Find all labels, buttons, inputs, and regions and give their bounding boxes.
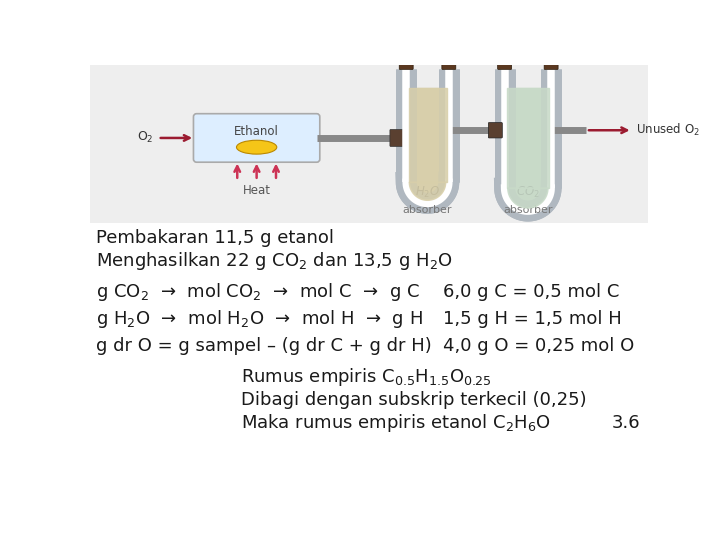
Text: absorber: absorber [402,205,452,215]
Text: O$_2$: O$_2$ [138,130,154,145]
Text: g H$_2$O  →  mol H$_2$O  →  mol H  →  g H: g H$_2$O → mol H$_2$O → mol H → g H [96,308,423,330]
FancyBboxPatch shape [194,114,320,162]
Text: H$_2$O: H$_2$O [415,185,440,200]
FancyBboxPatch shape [399,51,413,70]
Text: Rumus empiris C$_{0.5}$H$_{1.5}$O$_{0.25}$: Rumus empiris C$_{0.5}$H$_{1.5}$O$_{0.25… [241,366,492,388]
Text: Maka rumus empiris etanol C$_2$H$_6$O: Maka rumus empiris etanol C$_2$H$_6$O [241,412,552,434]
Text: 6,0 g C = 0,5 mol C: 6,0 g C = 0,5 mol C [443,283,619,301]
Text: 4,0 g O = 0,25 mol O: 4,0 g O = 0,25 mol O [443,337,634,355]
Ellipse shape [236,140,276,154]
Text: absorber: absorber [503,205,553,215]
Polygon shape [407,182,448,202]
Text: Dibagi dengan subskrip terkecil (0,25): Dibagi dengan subskrip terkecil (0,25) [241,391,587,409]
Polygon shape [505,188,550,210]
Text: Menghasilkan 22 g CO$_2$ dan 13,5 g H$_2$O: Menghasilkan 22 g CO$_2$ dan 13,5 g H$_2… [96,250,453,272]
Text: CO$_2$: CO$_2$ [516,185,540,200]
FancyBboxPatch shape [390,130,405,146]
Bar [90,65,648,222]
Text: 3.6: 3.6 [611,414,640,432]
FancyBboxPatch shape [442,51,456,70]
Text: Pembakaran 11,5 g etanol: Pembakaran 11,5 g etanol [96,229,334,247]
Text: g CO$_2$  →  mol CO$_2$  →  mol C  →  g C: g CO$_2$ → mol CO$_2$ → mol C → g C [96,281,420,303]
Text: Ethanol: Ethanol [234,125,279,138]
FancyBboxPatch shape [498,51,512,70]
Polygon shape [409,182,446,200]
Polygon shape [508,188,548,208]
Text: Unused O$_2$: Unused O$_2$ [636,122,699,138]
Text: g dr O = g sampel – (g dr C + g dr H): g dr O = g sampel – (g dr C + g dr H) [96,337,432,355]
Text: 1,5 g H = 1,5 mol H: 1,5 g H = 1,5 mol H [443,310,621,328]
FancyBboxPatch shape [488,123,503,138]
FancyBboxPatch shape [544,51,558,70]
Text: Heat: Heat [243,184,271,197]
